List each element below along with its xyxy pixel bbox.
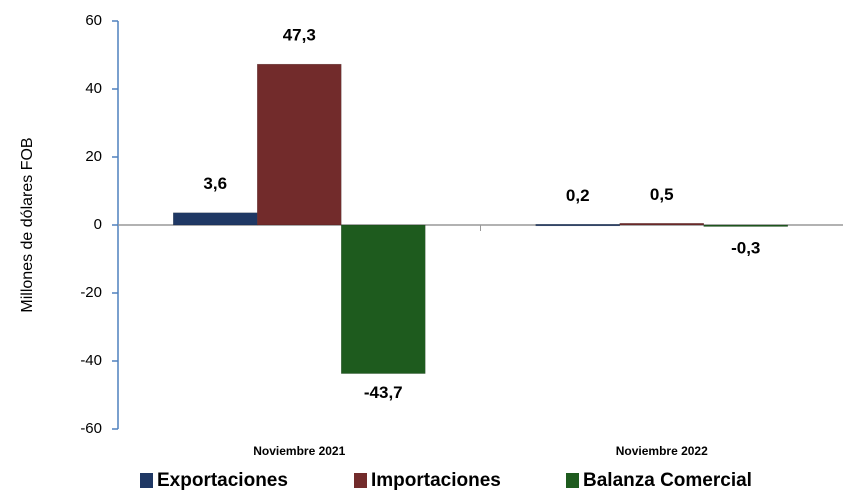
bar	[173, 212, 258, 226]
legend-swatch	[354, 473, 367, 488]
value-label: 3,6	[203, 174, 227, 193]
y-tick-label: 40	[85, 80, 102, 97]
y-tick-label: -60	[80, 420, 102, 437]
value-label: -0,3	[731, 238, 760, 257]
value-label: 0,5	[650, 185, 674, 204]
value-label: 47,3	[283, 26, 316, 45]
bar	[619, 223, 704, 226]
value-label: -43,7	[364, 383, 403, 402]
value-label: 0,2	[566, 186, 590, 205]
y-axis-label: Millones de dólares FOB	[19, 137, 36, 312]
y-tick-label: 0	[94, 216, 102, 233]
x-tick-label: Noviembre 2021	[253, 444, 345, 458]
y-tick-label: 20	[85, 148, 102, 165]
bar	[257, 63, 342, 226]
bar	[535, 224, 620, 227]
y-tick-label: 60	[85, 12, 102, 29]
bar	[341, 224, 426, 374]
legend-label: Balanza Comercial	[583, 470, 752, 491]
legend-label: Exportaciones	[157, 470, 288, 491]
x-tick-label: Noviembre 2022	[616, 444, 708, 458]
y-tick-label: -20	[80, 284, 102, 301]
legend-label: Importaciones	[371, 470, 501, 491]
legend-swatch	[566, 473, 579, 488]
legend-swatch	[140, 473, 153, 488]
bar	[703, 224, 788, 227]
y-tick-label: -40	[80, 352, 102, 369]
